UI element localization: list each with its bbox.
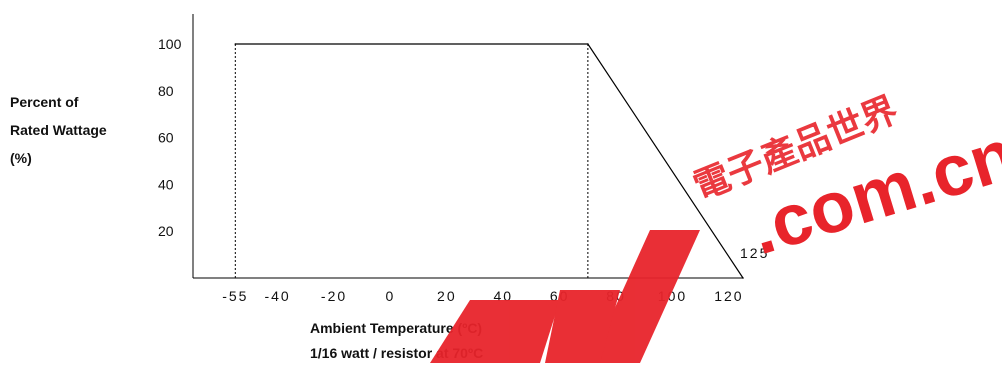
x-tick-label: 100: [658, 288, 687, 304]
chart-subtitle: 1/16 watt / resistor at 70ºC: [310, 345, 484, 361]
x-tick-label: 120: [714, 288, 743, 304]
x-axis-label: Ambient Temperature (ºC): [310, 320, 483, 336]
y-axis-label-line-3: (%): [10, 150, 32, 166]
derating-curve: [235, 43, 744, 279]
x-tick-label: 60: [550, 288, 570, 304]
data-point: [234, 43, 237, 45]
data-point: [587, 43, 589, 45]
y-tick-label: 20: [158, 223, 174, 239]
data-point: [742, 277, 744, 279]
y-tick-label: 100: [158, 36, 182, 52]
x-tick-label: -55: [222, 288, 248, 304]
y-tick-label: 40: [158, 176, 174, 192]
x-tick-label: -20: [321, 288, 347, 304]
y-axis-label-line-1: Percent of: [10, 94, 79, 110]
x-tick-label: 80: [606, 288, 626, 304]
x-tick-label: 20: [437, 288, 457, 304]
x-tick-label: 40: [493, 288, 513, 304]
annotation-125: 125: [740, 245, 769, 261]
x-tick-label: 0: [386, 288, 396, 304]
y-tick-label: 80: [158, 83, 174, 99]
y-tick-label: 60: [158, 130, 174, 146]
x-tick-label: -40: [264, 288, 290, 304]
y-axis-label-line-2: Rated Wattage: [10, 122, 107, 138]
